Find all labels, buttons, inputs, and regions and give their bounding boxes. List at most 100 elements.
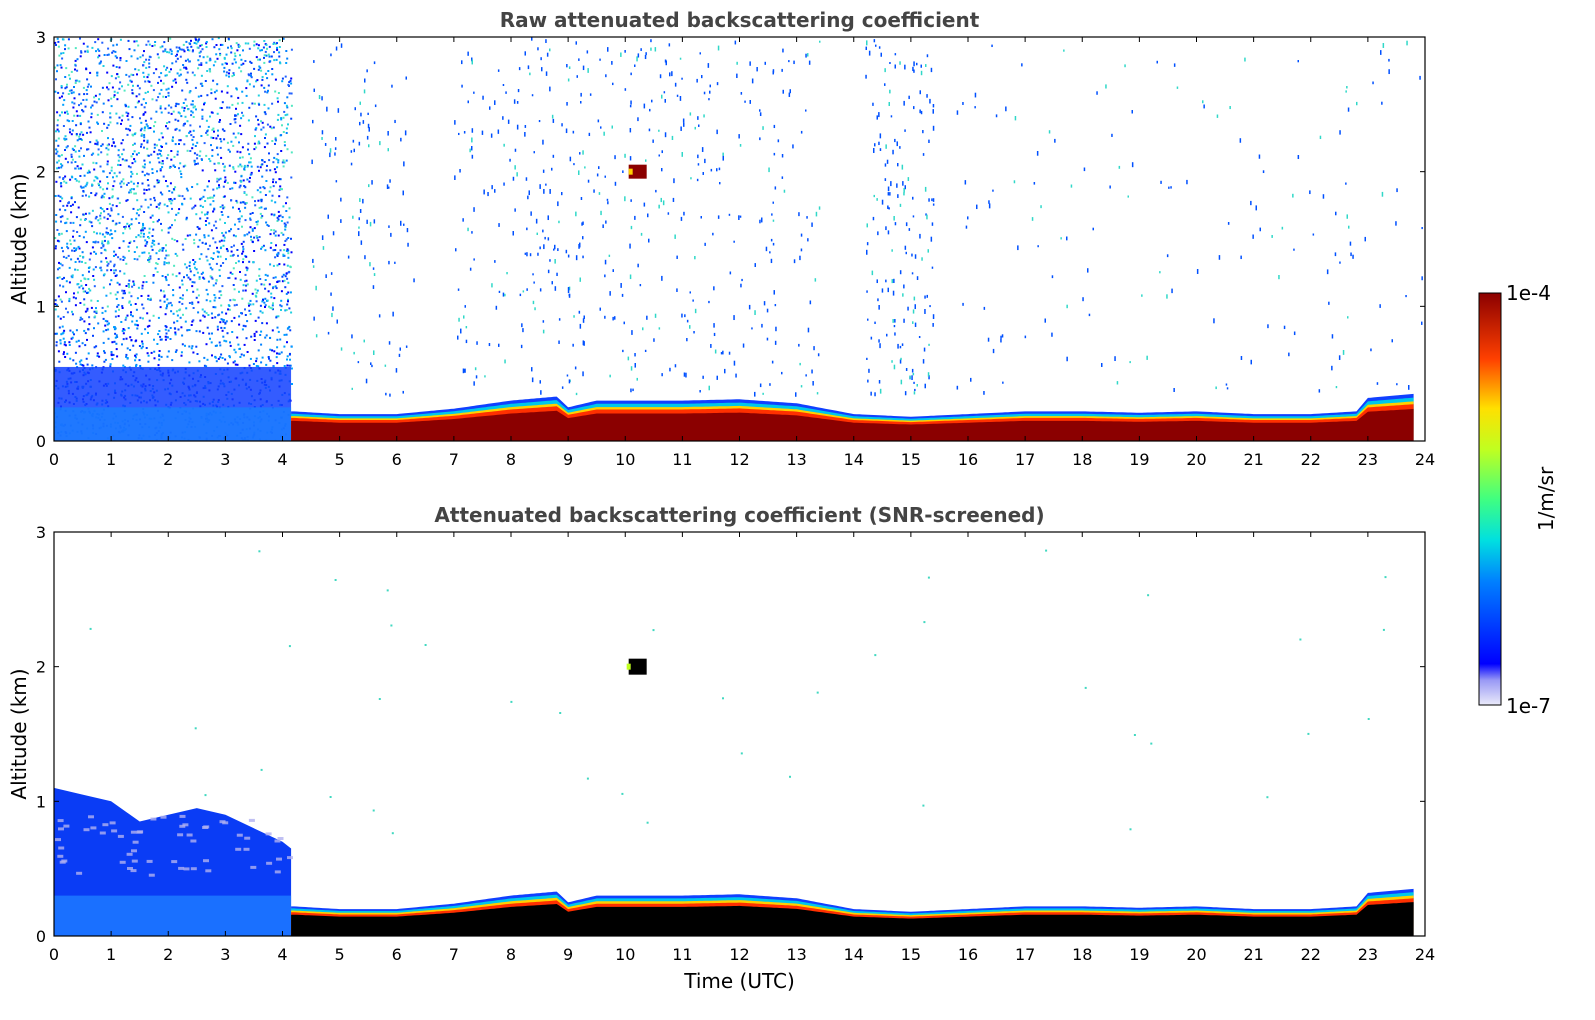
noise-speck [209,160,212,163]
streak-speck [1176,86,1179,89]
noise-speck [244,280,247,283]
streak-speck [363,339,365,343]
noise-speck [274,201,277,204]
noise-speck [175,46,178,49]
noise-speck [165,96,167,98]
noise-speck [280,117,283,120]
noise-speck [273,168,276,171]
noise-speck [211,38,214,41]
noise-speck [144,239,147,242]
noise-speck [136,327,139,330]
streak-speck [889,89,891,94]
noise-speck [168,70,171,73]
noise-speck [188,131,191,134]
x-tick-label: 1 [106,945,116,964]
noise-speck [277,234,280,237]
wisp [248,818,255,822]
noise-speck [82,186,85,189]
streak-speck [512,176,515,181]
noise-speck [158,358,161,361]
noise-speck [64,87,67,90]
noise-speck [254,204,257,207]
noise-speck [144,111,147,114]
noise-speck [134,160,137,163]
noise-speck [197,294,200,297]
noise-speck [104,358,107,361]
streak-speck [532,300,535,305]
noise-speck [171,273,174,276]
noise-speck [227,308,230,311]
noise-speck [134,359,137,362]
streak-speck [793,60,795,65]
streak-speck [1171,288,1173,294]
streak-speck [904,64,906,70]
x-tick-label: 23 [1358,450,1378,469]
streak-speck [932,109,934,114]
noise-speck [104,310,107,313]
noise-speck [165,262,168,264]
noise-speck [101,233,104,236]
streak-speck [682,118,685,123]
noise-speck [88,195,91,198]
noise-speck [214,241,217,244]
noise-speck [176,150,179,153]
streak-speck [503,143,505,147]
noise-speck [125,337,128,340]
streak-speck [504,293,506,297]
noise-speck [89,141,92,144]
noise-speck [290,77,293,80]
noise-speck [213,91,216,94]
noise-speck [240,70,243,73]
noise-speck [178,139,181,142]
noise-speck [229,271,232,274]
noise-speck [145,242,148,245]
streak-speck [484,375,486,378]
noise-speck [74,167,77,170]
streak-speck [1096,91,1098,95]
noise-speck [130,155,133,158]
noise-speck [116,122,119,125]
noise-speck [143,188,146,191]
noise-speck [157,157,160,160]
noise-speck [232,144,235,147]
streak-speck [514,165,516,170]
noise-speck [114,327,117,330]
noise-speck [59,182,62,185]
x-tick-label: 19 [1129,450,1149,469]
noise-speck [121,158,124,161]
noise-speck [67,161,69,164]
noise-speck [142,222,144,225]
noise-speck [102,286,105,289]
noise-speck [68,120,71,123]
noise-speck [101,130,103,132]
streak-speck [340,43,343,48]
streak-speck [664,132,667,138]
streak-speck [661,94,663,99]
noise-speck [261,246,264,249]
noise-speck [160,289,162,292]
noise-speck [204,220,207,222]
streak-speck [878,46,881,49]
noise-speck [236,201,239,204]
noise-speck [268,190,271,193]
streak-speck [582,318,585,323]
noise-speck [272,365,275,368]
noise-speck [85,194,87,197]
noise-speck [77,167,80,170]
noise-speck [185,307,188,310]
noise-speck [258,103,261,106]
noise-speck [61,111,63,114]
noise-speck [210,229,213,232]
noise-speck [146,76,149,79]
noise-speck [82,255,85,258]
noise-speck [96,71,99,74]
streak-speck [651,99,653,103]
streak-speck [676,255,678,259]
streak-speck [531,377,534,383]
noise-speck [155,68,158,71]
noise-speck [277,161,280,164]
streak-speck [525,177,528,181]
streak-speck [373,350,375,355]
noise-speck [225,320,228,323]
noise-speck [223,56,226,59]
